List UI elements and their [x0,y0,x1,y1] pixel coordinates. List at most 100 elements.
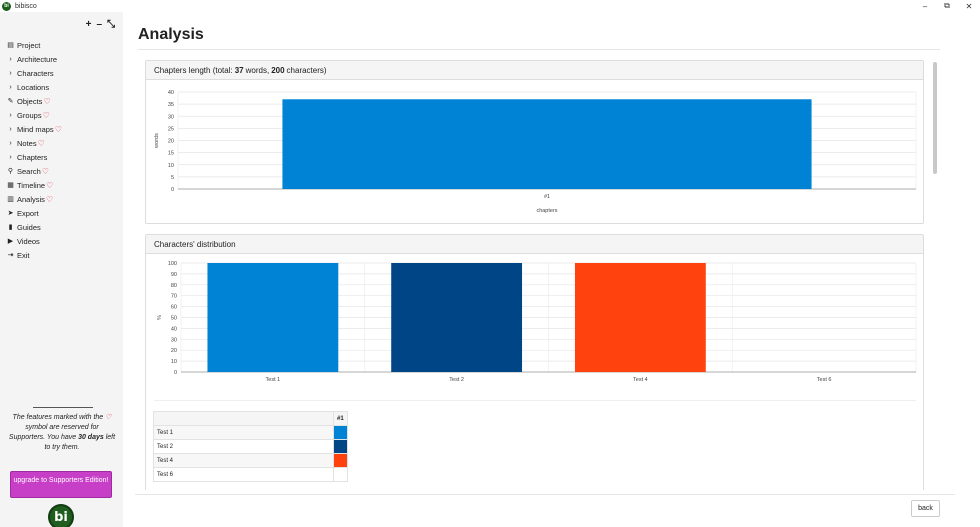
sidebar-item-label: Groups [17,110,42,120]
sidebar-item-architecture[interactable]: › Architecture [6,52,62,66]
compress-icon[interactable]: ⤡ [107,19,115,30]
heart-icon: ♡ [37,138,45,148]
analysis-scroll-area[interactable]: Chapters length (total: 37 words, 200 ch… [123,52,980,490]
sidebar-item-label: Chapters [17,152,48,162]
chart-table-divider [154,400,916,401]
sidebar-item-label: Project [17,40,41,50]
sidebar-item-notes[interactable]: › Notes ♡ [6,136,62,150]
y-tick-label: 30 [171,337,177,343]
note-text-3: left to try them. [44,434,116,451]
upgrade-button[interactable]: upgrade to Supporters Edition! [10,471,112,498]
y-tick-label: 100 [168,261,177,267]
chapters-title-prefix: Chapters length (total: [154,65,233,75]
presence-cell [333,425,348,440]
y-tick-label: 20 [168,139,174,145]
chevron-right-icon: › [9,111,12,119]
heart-icon: ♡ [45,194,54,204]
x-tick-label: #1 [544,194,550,200]
sidebar-item-export[interactable]: ➤ Export [6,206,62,220]
window-controls: – ⧉ ✕ [914,0,980,12]
calendar-icon: ▦ [7,182,14,189]
note-text-1: The features marked with the [12,414,104,421]
heart-icon: ♡ [54,124,62,134]
y-tick-label: 10 [168,163,174,169]
collapse-all-button[interactable]: – [96,19,102,30]
sidebar-item-label: Videos [17,236,40,246]
characters-distribution-header: Characters' distribution [146,235,923,254]
y-tick-label: 25 [168,126,174,132]
sidebar-item-label: Timeline [17,180,46,190]
y-tick-label: 0 [174,370,177,376]
bar-test-2 [391,263,523,372]
sidebar-item-project[interactable]: ▤ Project [6,38,62,52]
y-tick-label: 50 [171,316,177,322]
y-tick-label: 15 [168,151,174,157]
maximize-button[interactable]: ⧉ [944,1,950,10]
chapters-length-panel: Chapters length (total: 37 words, 200 ch… [145,60,924,224]
minimize-button[interactable]: – [922,1,928,11]
sidebar-item-timeline[interactable]: ▦ Timeline ♡ [6,178,62,192]
expand-all-button[interactable]: + [85,19,92,30]
bar-test-4 [574,263,706,372]
x-tick-label: Test 2 [449,377,464,383]
chapters-length-chart: 0 5 10 15 20 25 30 35 40 #1 words chapters [154,90,917,214]
x-axis-label: chapters [536,208,557,214]
sidebar-item-locations[interactable]: › Locations [6,80,62,94]
sidebar-item-characters[interactable]: › Characters [6,66,62,80]
sidebar-item-exit[interactable]: ⇥ Exit [6,248,62,262]
sidebar-item-label: Architecture [17,54,58,64]
sidebar-item-label: Analysis [17,194,45,204]
sidebar-item-analysis[interactable]: ▥ Analysis ♡ [6,192,62,206]
chevron-right-icon: › [9,125,12,133]
sidebar-item-guides[interactable]: ▮ Guides [6,220,62,234]
character-name: Test 6 [153,467,334,482]
x-tick-label: Test 6 [817,377,832,383]
words-count: 37 [234,65,244,75]
chevron-right-icon: › [9,153,12,161]
video-icon: ▶ [7,238,14,245]
sidebar-item-mind-maps[interactable]: › Mind maps ♡ [6,122,62,136]
bar-chart-icon: ▥ [7,196,14,203]
x-tick-label: Test 1 [266,377,281,383]
sidebar-item-label: Characters [17,68,54,78]
character-name: Test 1 [153,425,334,440]
back-button[interactable]: back [911,500,940,517]
table-row: Test 1 [153,425,348,440]
sidebar-item-objects[interactable]: ✎ Objects ♡ [6,94,62,108]
pencil-icon: ✎ [7,98,14,105]
chars-count: 200 [271,65,285,75]
character-name: Test 4 [153,453,334,468]
exit-icon: ⇥ [7,252,14,259]
sidebar-item-label: Locations [17,82,50,92]
y-tick-label: 0 [171,187,174,193]
sidebar-item-label: Objects [17,96,43,106]
chevron-right-icon: › [9,69,12,77]
app-logo-icon: bi [2,1,11,11]
table-row: Test 2 [153,439,348,454]
sidebar-item-search[interactable]: ⚲ Search ♡ [6,164,62,178]
close-button[interactable]: ✕ [965,1,973,11]
y-axis-label: words [154,133,160,149]
window-title: bibisco [15,2,37,10]
title-divider [138,49,940,50]
table-row: Test 6 [153,467,348,482]
vertical-scrollbar[interactable] [933,62,937,174]
characters-distribution-chart: 0 10 20 30 40 50 60 70 80 90 100 Test 1 Test 2 Test 4… [157,261,917,383]
send-icon: ➤ [7,210,14,217]
sidebar-item-videos[interactable]: ▶ Videos [6,234,62,248]
sidebar-item-groups[interactable]: › Groups ♡ [6,108,62,122]
sidebar-item-chapters[interactable]: › Chapters [6,150,62,164]
sidebar-item-label: Exit [17,250,30,260]
chevron-right-icon: › [9,83,12,91]
y-tick-label: 80 [171,283,177,289]
heart-icon: ♡ [105,414,112,421]
bar-test-1 [207,263,339,372]
words-label: words, [245,65,270,75]
x-tick-label: Test 4 [633,377,648,383]
bibisco-logo: bi [48,504,74,527]
supporters-note: The features marked with the ♡ symbol ar… [8,413,116,453]
sidebar-tools: + – ⤡ [86,20,115,30]
sidebar-item-label: Search [17,166,41,176]
main-content: Analysis Chapters length (total: 37 word… [123,12,980,527]
y-tick-label: 30 [168,114,174,120]
